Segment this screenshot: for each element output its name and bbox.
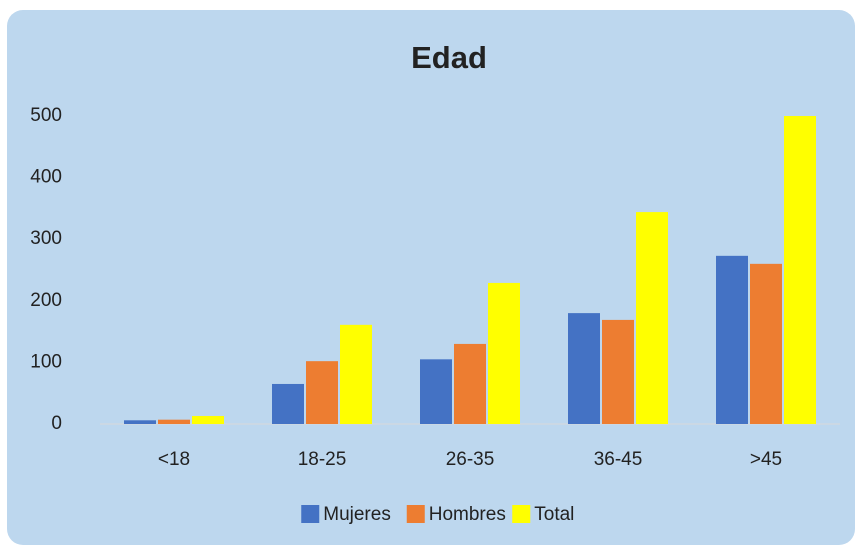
y-tick-label: 500: [30, 105, 62, 126]
legend-swatch: [512, 505, 531, 523]
x-tick-label: 18-25: [298, 449, 347, 470]
bar: [124, 420, 156, 424]
bar: [716, 255, 748, 424]
legend-label: Mujeres: [323, 504, 391, 525]
legend-swatch: [406, 505, 425, 523]
bar: [306, 361, 338, 424]
y-tick-label: 300: [30, 228, 62, 249]
x-tick-label: <18: [158, 449, 190, 470]
bar: [420, 359, 452, 424]
x-tick-label: >45: [750, 449, 782, 470]
y-tick-label: 400: [30, 167, 62, 188]
bar: [192, 415, 224, 424]
bar: [568, 313, 600, 424]
bar: [636, 212, 668, 424]
bar: [750, 263, 782, 424]
legend-swatch: [301, 505, 320, 523]
y-tick-label: 0: [51, 413, 62, 434]
bar: [784, 116, 816, 424]
x-tick-label: 36-45: [594, 449, 643, 470]
bar: [340, 324, 372, 424]
legend-label: Hombres: [429, 504, 506, 525]
bar: [158, 419, 190, 424]
bar: [602, 319, 634, 424]
y-tick-label: 100: [30, 351, 62, 372]
legend-label: Total: [534, 504, 574, 525]
bar: [488, 282, 520, 424]
bar: [272, 383, 304, 424]
chart-title: Edad: [411, 40, 487, 75]
bar: [454, 343, 486, 424]
y-tick-label: 200: [30, 290, 62, 311]
x-tick-label: 26-35: [446, 449, 495, 470]
